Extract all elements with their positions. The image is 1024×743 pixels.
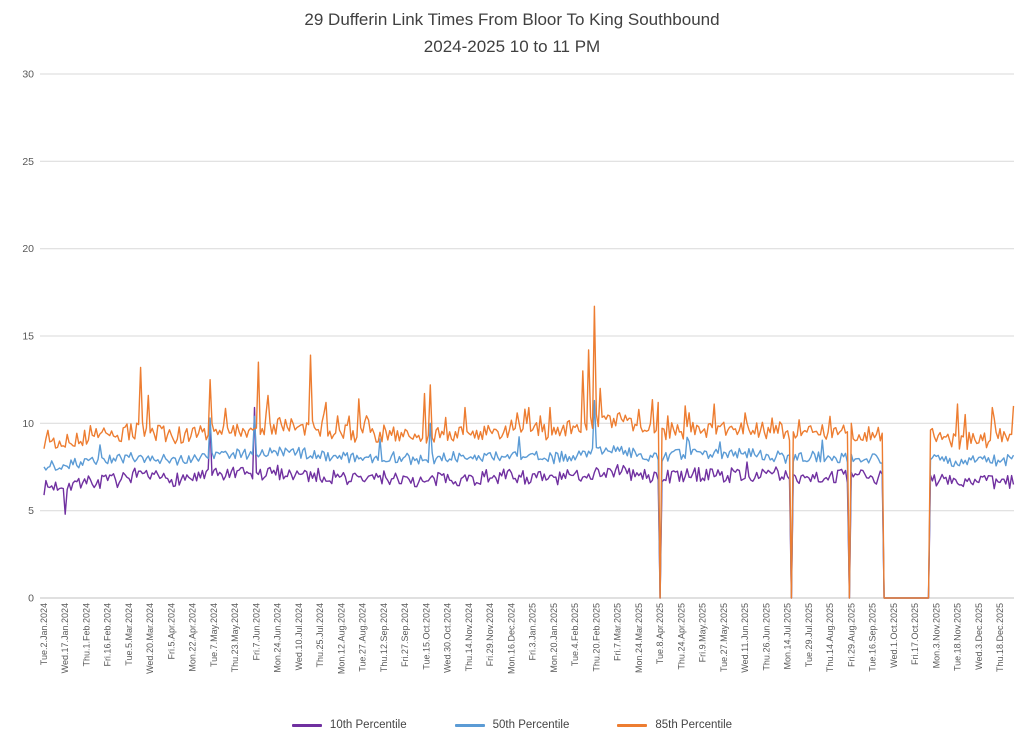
chart-title: 29 Dufferin Link Times From Bloor To Kin… xyxy=(304,10,720,29)
x-tick-label: Wed.11.Jun.2025 xyxy=(740,603,750,673)
legend-label: 10th Percentile xyxy=(329,719,407,731)
x-tick-label: Tue.8.Apr.2025 xyxy=(655,603,665,664)
x-tick-label: Fri.29.Aug.2025 xyxy=(846,603,856,667)
y-tick-label: 25 xyxy=(22,156,34,168)
y-tick-label: 0 xyxy=(28,593,34,605)
x-tick-label: Thu.25.Jul.2024 xyxy=(315,603,325,668)
x-tick-label: Tue.5.Mar.2024 xyxy=(124,603,134,666)
x-tick-label: Fri.7.Jun.2024 xyxy=(251,603,261,661)
y-tick-label: 30 xyxy=(22,69,34,81)
x-tick-label: Fri.16.Feb.2024 xyxy=(103,603,113,667)
y-tick-label: 5 xyxy=(28,505,34,517)
x-tick-label: Mon.22.Apr.2024 xyxy=(188,603,198,672)
x-tick-label: Fri.17.Oct.2025 xyxy=(910,603,920,665)
chart-subtitle: 2024-2025 10 to 11 PM xyxy=(423,37,601,56)
x-tick-label: Wed.20.Mar.2024 xyxy=(145,603,155,674)
x-tick-label: Tue.18.Nov.2025 xyxy=(953,603,963,671)
x-tick-label: Mon.16.Dec.2024 xyxy=(506,603,516,674)
x-tick-label: Fri.7.Mar.2025 xyxy=(613,603,623,661)
x-tick-label: Mon.24.Mar.2025 xyxy=(634,603,644,673)
x-tick-label: Fri.5.Apr.2024 xyxy=(167,603,177,660)
x-tick-label: Thu.26.Jun.2025 xyxy=(761,603,771,671)
x-tick-label: Mon.14.Jul.2025 xyxy=(783,603,793,670)
x-tick-label: Mon.20.Jan.2025 xyxy=(549,603,559,673)
legend-label: 85th Percentile xyxy=(655,719,733,731)
x-tick-label: Tue.29.Jul.2025 xyxy=(804,603,814,667)
x-tick-label: Thu.24.Apr.2025 xyxy=(676,603,686,670)
legend-item: 10th Percentile xyxy=(291,719,407,731)
x-tick-label: Wed.17.Jan.2024 xyxy=(60,603,70,673)
x-tick-label: Thu.18.Dec.2025 xyxy=(995,603,1005,672)
x-tick-label: Wed.3.Dec.2025 xyxy=(974,603,984,670)
series-line-50th-percentile xyxy=(43,399,1015,599)
x-tick-label: Mon.3.Nov.2025 xyxy=(931,603,941,668)
y-tick-label: 15 xyxy=(22,331,34,343)
x-tick-label: Thu.20.Feb.2025 xyxy=(591,603,601,672)
x-tick-label: Tue.7.May.2024 xyxy=(209,603,219,667)
series-line-10th-percentile xyxy=(43,406,1015,599)
legend: 10th Percentile 50th Percentile 85th Per… xyxy=(0,719,1024,731)
chart-title-block: 29 Dufferin Link Times From Bloor To Kin… xyxy=(0,6,1024,60)
series-lines xyxy=(43,305,1015,599)
x-tick-label: Tue.16.Sep.2025 xyxy=(868,603,878,672)
x-tick-label: Wed.30.Oct.2024 xyxy=(443,603,453,673)
series-line-85th-percentile xyxy=(43,305,1015,599)
x-tick-label: Mon.12.Aug.2024 xyxy=(336,603,346,674)
x-tick-label: Tue.2.Jan.2024 xyxy=(39,603,49,665)
x-tick-label: Thu.14.Nov.2024 xyxy=(464,603,474,671)
x-tick-label: Mon.24.Jun.2024 xyxy=(273,603,283,673)
x-tick-label: Thu.23.May.2024 xyxy=(230,603,240,672)
x-tick-label: Thu.1.Feb.2024 xyxy=(82,603,92,667)
x-tick-label: Wed.1.Oct.2025 xyxy=(889,603,899,668)
legend-item: 50th Percentile xyxy=(454,719,570,731)
x-tick-label: Thu.14.Aug.2025 xyxy=(825,603,835,672)
legend-swatch xyxy=(291,723,322,727)
x-tick-label: Tue.27.May.2025 xyxy=(719,603,729,672)
legend-label: 50th Percentile xyxy=(492,719,570,731)
gridlines xyxy=(40,73,1014,599)
x-tick-label: Fri.27.Sep.2024 xyxy=(400,603,410,667)
legend-item: 85th Percentile xyxy=(617,719,732,731)
legend-swatch xyxy=(617,723,648,727)
y-tick-label: 20 xyxy=(22,243,34,255)
x-tick-label: Wed.10.Jul.2024 xyxy=(294,603,304,670)
x-tick-label: Fri.9.May.2025 xyxy=(698,603,708,662)
legend-swatch xyxy=(454,723,485,727)
x-tick-label: Tue.4.Feb.2025 xyxy=(570,603,580,666)
x-tick-label: Tue.27.Aug.2024 xyxy=(358,603,368,672)
x-tick-label: Fri.29.Nov.2024 xyxy=(485,603,495,666)
x-tick-label: Fri.3.Jan.2025 xyxy=(528,603,538,661)
x-tick-label: Thu.12.Sep.2024 xyxy=(379,603,389,672)
x-axis-labels: Tue.2.Jan.2024 Wed.17.Jan.2024 Thu.1.Feb.2… xyxy=(39,603,1005,674)
y-axis-labels: 0 5 10 15 20 25 30 xyxy=(22,69,34,605)
x-tick-label: Tue.15.Oct.2024 xyxy=(421,603,431,670)
y-tick-label: 10 xyxy=(22,418,34,430)
